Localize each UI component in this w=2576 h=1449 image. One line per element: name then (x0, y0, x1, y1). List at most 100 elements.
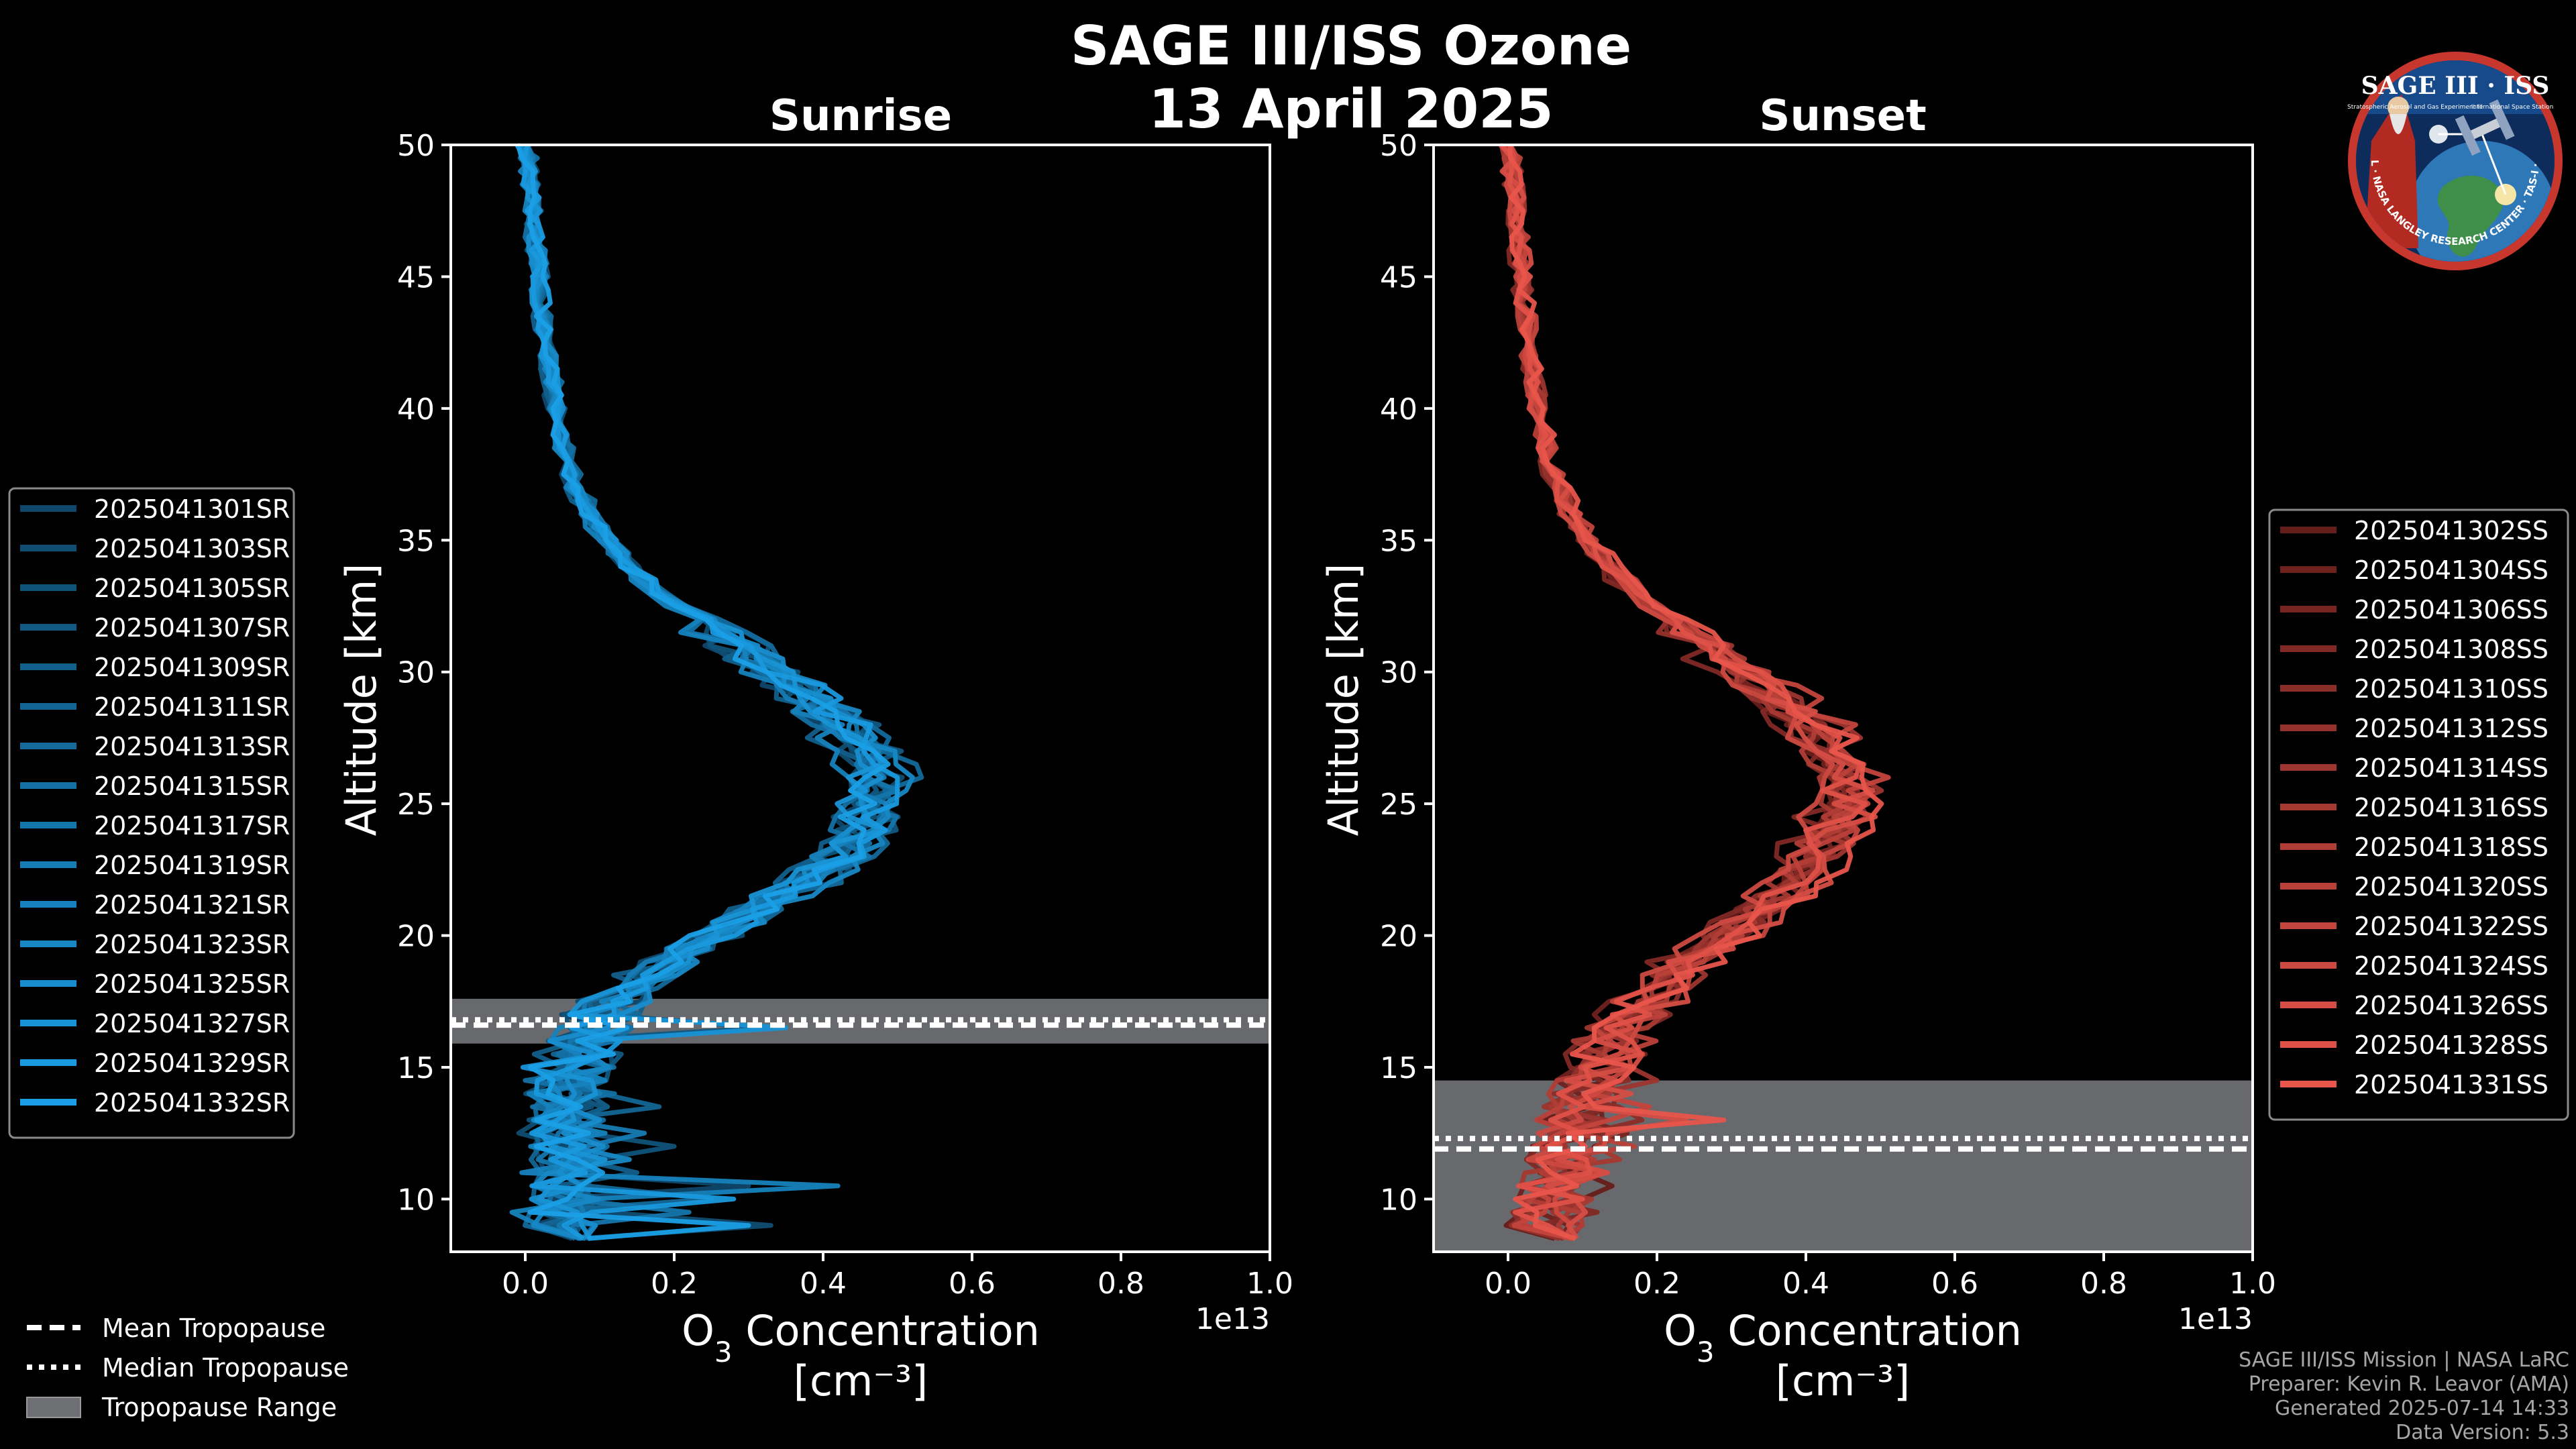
y-tick-label: 35 (397, 524, 435, 558)
plot-frame (449, 144, 1271, 1253)
legend-frame (2268, 508, 2569, 1121)
legend-label-2025041307SR: 2025041307SR (94, 613, 290, 643)
y-tick-label: 35 (1380, 524, 1417, 558)
sunrise-y-label: Altitude [km] (337, 564, 386, 837)
credit-line-3: Generated 2025-07-14 14:33 (2275, 1397, 2569, 1420)
y-tick-label: 15 (397, 1051, 435, 1085)
x-tick-label: 0.0 (1485, 1267, 1532, 1301)
o3-rest: Concentration (733, 1306, 1040, 1355)
y-tick-label: 45 (1380, 260, 1417, 294)
legend-label-2025041332SR: 2025041332SR (94, 1088, 290, 1118)
series-line-2025041316SS (1499, 144, 1847, 1240)
o3-subscript: 3 (714, 1336, 733, 1368)
series-line-2025041331SS (1507, 145, 1884, 1241)
x-tick-label: 0.0 (502, 1267, 549, 1301)
sunrise-axes: 0.0 0.2 0.4 0.6 0.8 1.0 10 15 20 25 30 35 40 45 50 (397, 129, 1293, 1301)
sunset-panel: Sunset 0.0 0.2 0.4 0.6 0.8 1.0 10 15 20 25 30 35 40 4… (1319, 91, 2276, 1405)
legend-label-2025041306SS: 2025041306SS (2354, 595, 2548, 625)
y-tick-label: 30 (397, 656, 435, 690)
legend-label-2025041304SS: 2025041304SS (2354, 555, 2548, 585)
legend-label-2025041308SS: 2025041308SS (2354, 635, 2548, 664)
logo-iss-icon (2468, 117, 2503, 140)
legend-label-2025041331SS: 2025041331SS (2354, 1070, 2548, 1099)
legend-label-2025041315SR: 2025041315SR (94, 771, 290, 801)
y-tick-label: 20 (1380, 920, 1417, 954)
x-tick-label: 0.8 (1097, 1267, 1144, 1301)
sunrise-traces (451, 143, 1270, 1241)
legend-label-2025041328SS: 2025041328SS (2354, 1030, 2548, 1060)
o3-symbol: O (1664, 1306, 1697, 1355)
tropopause-range-swatch (26, 1397, 81, 1418)
x-tick-label: 0.6 (1931, 1267, 1978, 1301)
series-line-2025041312SS (1500, 144, 1854, 1241)
x-tick-label: 1.0 (2229, 1267, 2276, 1301)
mission-logo: SAGE III · ISS Stratospheric Aerosol and… (2347, 52, 2563, 270)
o3-symbol: O (682, 1306, 714, 1355)
logo-iss-panel-2 (2489, 99, 2515, 140)
series-line-2025041323SR (517, 143, 915, 1241)
sunrise-x-unit: [cm⁻³] (794, 1356, 928, 1405)
sunset-legend: 2025041302SS 2025041304SS 2025041306SS 2025… (2268, 508, 2569, 1121)
series-line-2025041308SS (1498, 143, 1848, 1241)
y-tick-label: 40 (397, 392, 435, 427)
x-tick-label: 0.2 (651, 1267, 698, 1301)
legend-label-2025041325SR: 2025041325SR (94, 969, 290, 999)
sunset-traces (1434, 143, 2253, 1252)
logo-beam-1 (2481, 133, 2507, 195)
legend-label-2025041316SS: 2025041316SS (2354, 793, 2548, 822)
x-tick-label: 0.8 (2080, 1267, 2127, 1301)
series-line-2025041326SS (1499, 144, 1878, 1240)
legend-label-2025041327SR: 2025041327SR (94, 1009, 290, 1038)
legend-label-2025041323SR: 2025041323SR (94, 930, 290, 959)
sunrise-x-label: O3 Concentration (682, 1306, 1040, 1368)
credit-line-4: Data Version: 5.3 (2396, 1421, 2569, 1444)
plot-frame (1432, 144, 2254, 1253)
legend-label-2025041326SS: 2025041326SS (2354, 991, 2548, 1020)
sunset-x-offset: 1e13 (2178, 1302, 2253, 1336)
legend-label-2025041322SS: 2025041322SS (2354, 912, 2548, 941)
legend-label-2025041314SS: 2025041314SS (2354, 753, 2548, 783)
series-line-2025041318SS (1501, 144, 1852, 1241)
sunset-title: Sunset (1759, 91, 1926, 141)
credits: SAGE III/ISS Mission | NASA LaRC Prepare… (2239, 1348, 2569, 1444)
y-tick-label: 40 (1380, 392, 1417, 427)
logo-title: SAGE III · ISS (2361, 72, 2550, 100)
legend-label-2025041302SS: 2025041302SS (2354, 516, 2548, 545)
sunrise-title: Sunrise (769, 91, 952, 141)
y-tick-label: 20 (397, 920, 435, 954)
legend-label-2025041324SS: 2025041324SS (2354, 951, 2548, 981)
x-tick-label: 0.4 (800, 1267, 847, 1301)
x-tick-label: 0.6 (949, 1267, 996, 1301)
figure-date: 13 April 2025 (1148, 78, 1553, 140)
x-tick-label: 0.2 (1633, 1267, 1680, 1301)
figure-title: SAGE III/ISS Ozone (1071, 15, 1631, 77)
legend-label-2025041312SS: 2025041312SS (2354, 714, 2548, 743)
legend-label-2025041321SR: 2025041321SR (94, 890, 290, 920)
y-tick-label: 45 (397, 260, 435, 294)
y-tick-label: 10 (397, 1183, 435, 1217)
series-line-2025041302SS (1503, 144, 1850, 1241)
legend-frame (8, 487, 295, 1139)
median-tropopause-label: Median Tropopause (102, 1353, 349, 1383)
sunset-x-unit: [cm⁻³] (1776, 1356, 1910, 1405)
sunrise-x-offset: 1e13 (1195, 1302, 1270, 1336)
x-tick-label: 1.0 (1246, 1267, 1293, 1301)
logo-caption-right: International Space Station (2471, 104, 2554, 111)
legend-label-2025041309SR: 2025041309SR (94, 653, 290, 682)
legend-label-2025041301SR: 2025041301SR (94, 494, 290, 524)
y-tick-label: 15 (1380, 1051, 1417, 1085)
legend-label-2025041317SR: 2025041317SR (94, 811, 290, 841)
y-tick-label: 25 (397, 788, 435, 822)
y-tick-label: 30 (1380, 656, 1417, 690)
legend-label-2025041319SR: 2025041319SR (94, 851, 290, 880)
sunset-y-label: Altitude [km] (1319, 564, 1368, 837)
y-tick-label: 50 (397, 129, 435, 163)
mean-tropopause-label: Mean Tropopause (102, 1313, 325, 1343)
legend-label-2025041313SR: 2025041313SR (94, 732, 290, 761)
logo-wizard-head (2387, 97, 2409, 118)
legend-label-2025041310SS: 2025041310SS (2354, 674, 2548, 704)
o3-subscript: 3 (1697, 1336, 1715, 1368)
credit-line-1: SAGE III/ISS Mission | NASA LaRC (2239, 1348, 2569, 1372)
credit-line-2: Preparer: Kevin R. Leavor (AMA) (2249, 1373, 2569, 1396)
